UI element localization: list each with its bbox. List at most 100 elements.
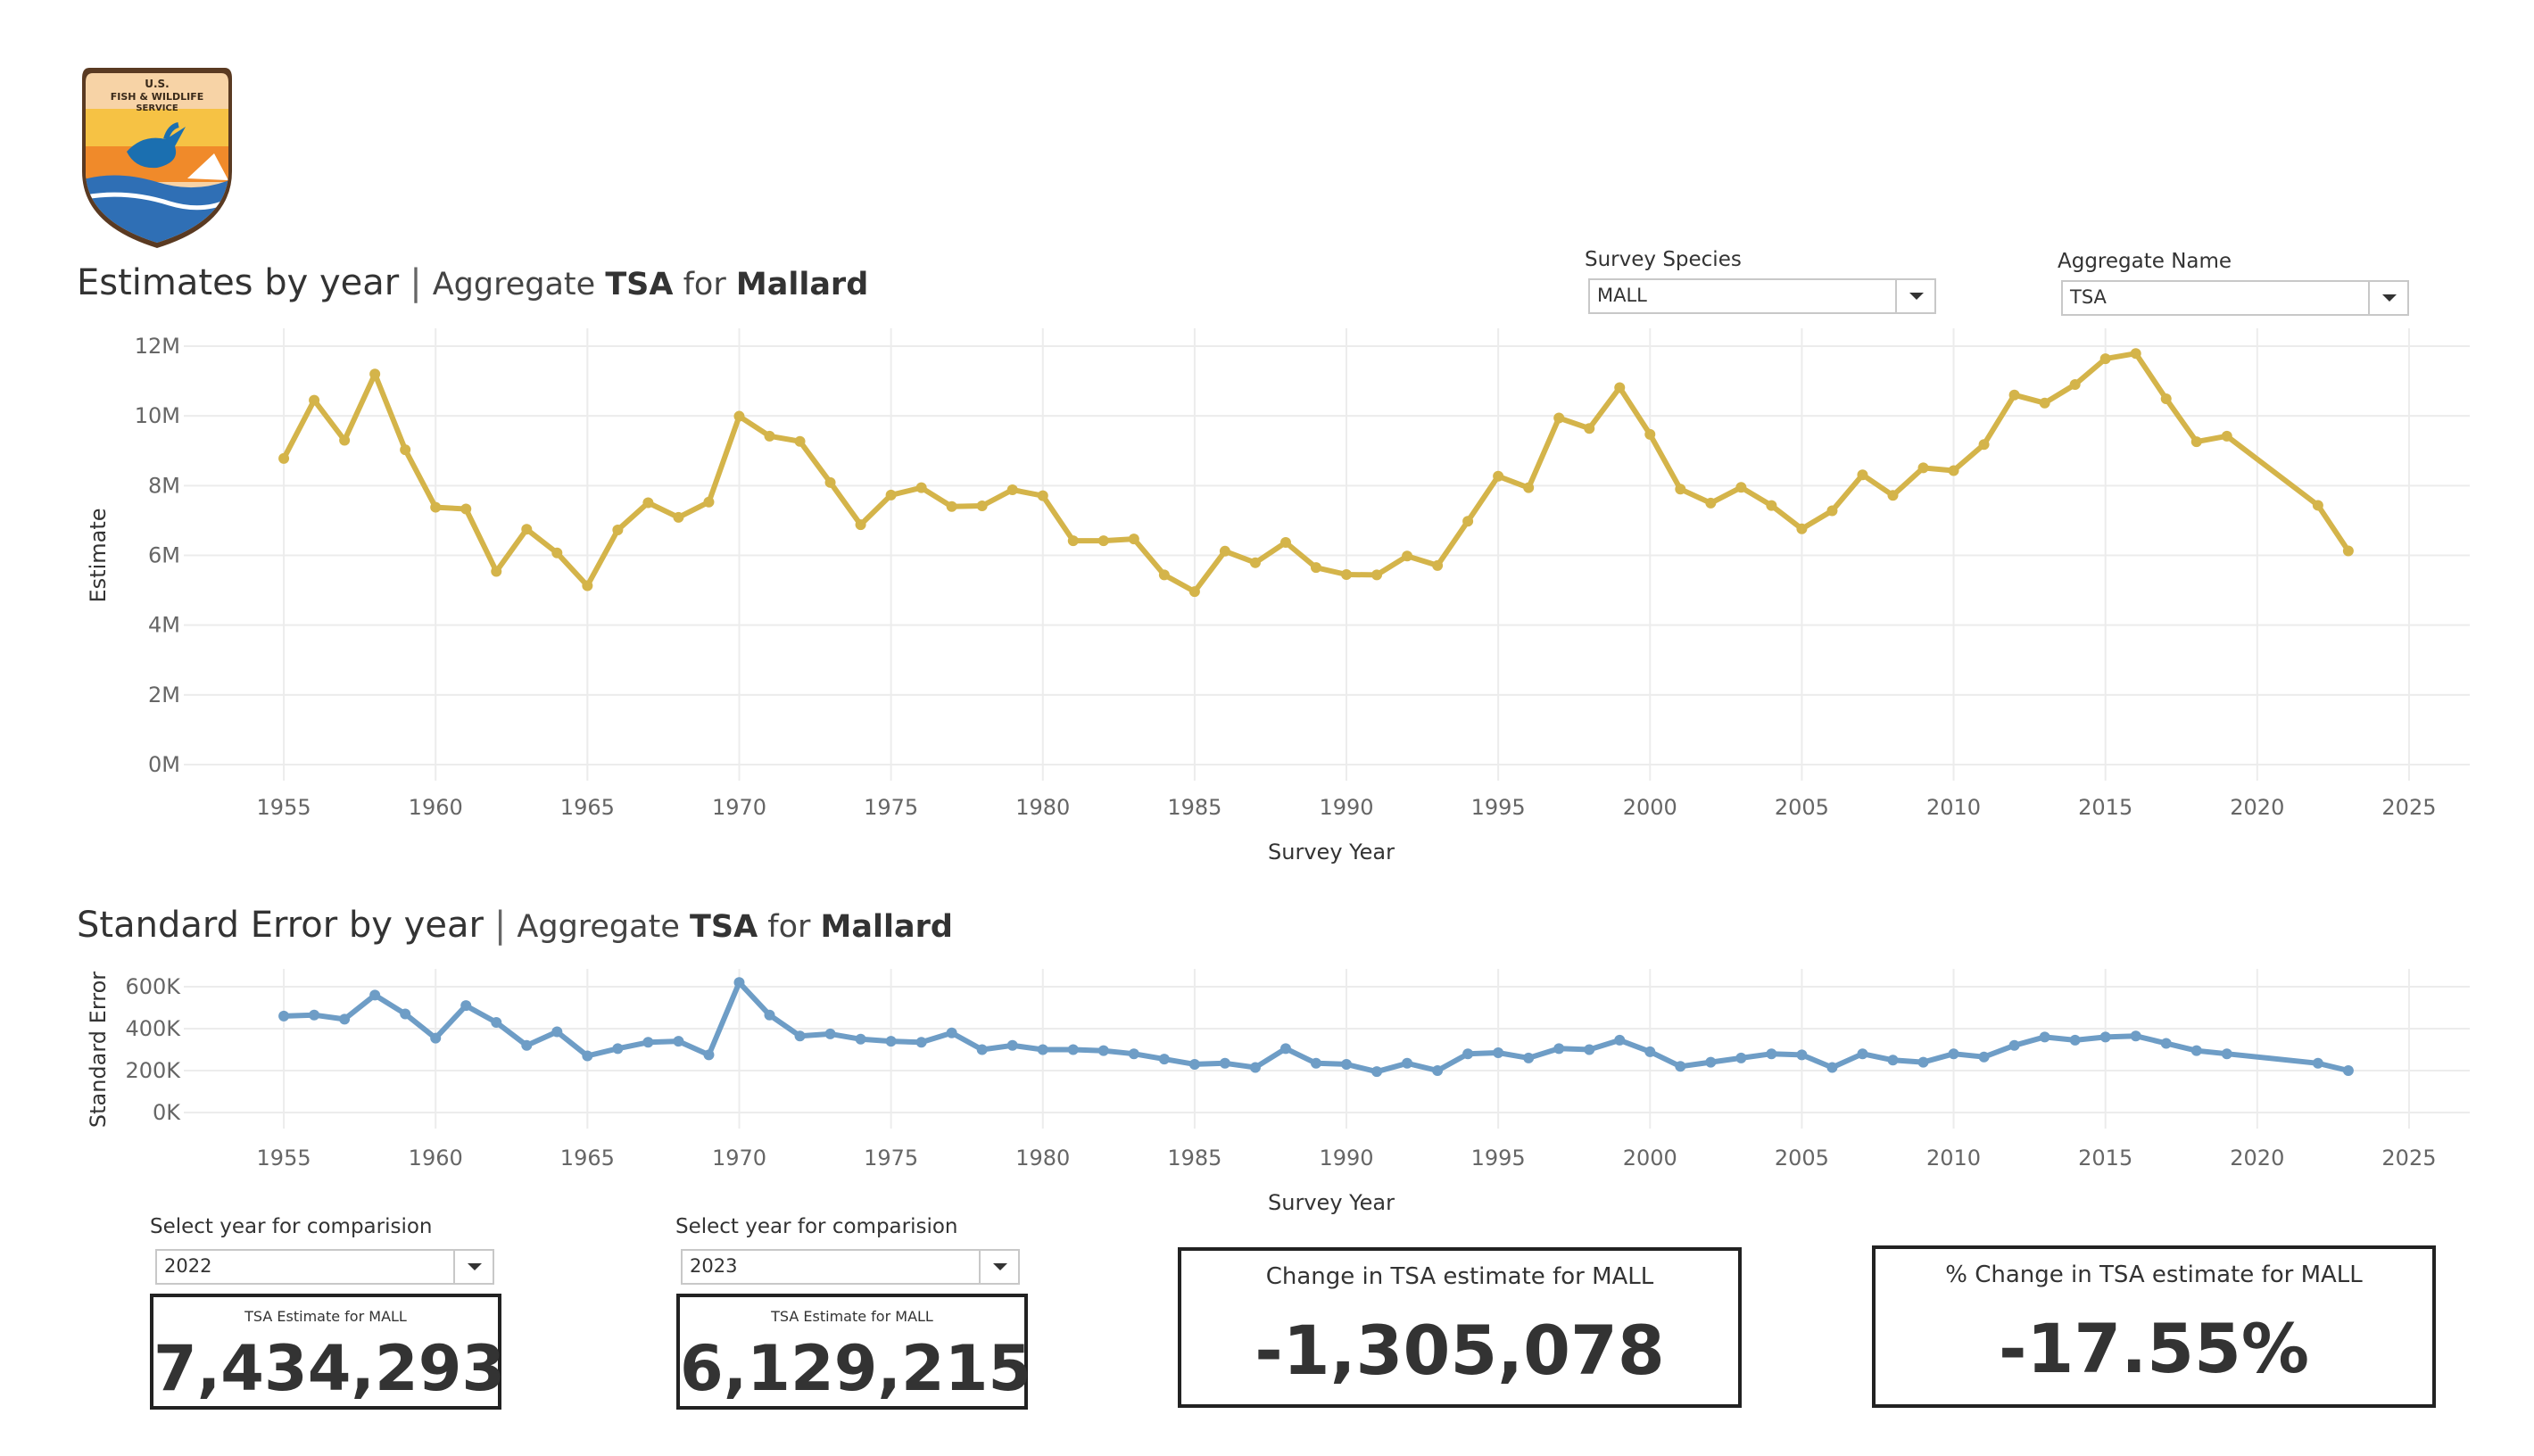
estimates-data-point[interactable]: [1796, 523, 1808, 534]
se-data-point[interactable]: [915, 1037, 927, 1048]
estimates-data-point[interactable]: [1887, 490, 1899, 501]
estimates-data-point[interactable]: [1188, 586, 1200, 598]
estimates-data-point[interactable]: [1310, 562, 1321, 574]
estimates-data-point[interactable]: [1097, 535, 1109, 547]
se-data-point[interactable]: [2342, 1065, 2354, 1076]
estimates-data-point[interactable]: [1675, 484, 1686, 495]
estimates-data-point[interactable]: [946, 500, 957, 512]
se-data-point[interactable]: [976, 1044, 988, 1055]
se-data-point[interactable]: [1462, 1048, 1474, 1060]
se-data-point[interactable]: [1584, 1044, 1595, 1055]
estimates-data-point[interactable]: [2312, 500, 2323, 511]
se-data-point[interactable]: [2039, 1031, 2050, 1043]
estimates-data-point[interactable]: [2008, 389, 2020, 401]
se-data-point[interactable]: [1188, 1058, 1200, 1070]
estimates-data-point[interactable]: [1371, 569, 1383, 581]
estimates-data-point[interactable]: [2342, 545, 2354, 557]
se-data-point[interactable]: [2008, 1039, 2020, 1051]
estimates-data-point[interactable]: [1523, 482, 1535, 493]
se-data-point[interactable]: [1887, 1055, 1899, 1066]
se-data-point[interactable]: [794, 1030, 806, 1042]
estimates-data-point[interactable]: [1978, 439, 1990, 451]
se-data-point[interactable]: [1097, 1045, 1109, 1056]
estimates-data-point[interactable]: [1614, 382, 1626, 393]
se-data-point[interactable]: [2221, 1048, 2232, 1060]
estimates-data-point[interactable]: [764, 430, 775, 442]
se-data-point[interactable]: [1523, 1052, 1535, 1063]
estimates-data-point[interactable]: [1006, 484, 1018, 496]
se-data-point[interactable]: [733, 977, 745, 989]
right-year-dropdown[interactable]: 2023: [681, 1249, 1020, 1285]
se-data-point[interactable]: [1917, 1056, 1929, 1068]
estimates-data-point[interactable]: [1402, 550, 1413, 562]
estimates-data-point[interactable]: [2190, 436, 2202, 448]
se-data-point[interactable]: [1826, 1062, 1838, 1073]
se-data-point[interactable]: [612, 1043, 624, 1055]
se-data-point[interactable]: [582, 1050, 593, 1062]
se-data-point[interactable]: [551, 1026, 563, 1038]
se-data-point[interactable]: [1371, 1066, 1383, 1078]
estimates-data-point[interactable]: [278, 452, 290, 464]
estimates-data-point[interactable]: [339, 434, 351, 446]
estimates-data-point[interactable]: [612, 524, 624, 535]
se-data-point[interactable]: [278, 1010, 290, 1022]
estimates-data-point[interactable]: [460, 503, 472, 515]
se-data-point[interactable]: [1037, 1044, 1048, 1055]
estimates-data-point[interactable]: [855, 519, 866, 531]
se-data-point[interactable]: [885, 1036, 897, 1047]
se-data-point[interactable]: [855, 1033, 866, 1045]
se-data-point[interactable]: [703, 1049, 715, 1061]
estimates-data-point[interactable]: [369, 368, 381, 380]
se-data-point[interactable]: [1857, 1048, 1868, 1060]
estimates-data-point[interactable]: [1279, 537, 1291, 549]
se-data-point[interactable]: [1249, 1062, 1261, 1073]
se-data-point[interactable]: [1644, 1046, 1656, 1057]
estimates-data-point[interactable]: [1857, 469, 1868, 481]
estimates-data-point[interactable]: [430, 501, 442, 513]
se-data-point[interactable]: [460, 1000, 472, 1012]
estimates-data-point[interactable]: [794, 435, 806, 447]
estimates-data-point[interactable]: [521, 524, 533, 535]
se-data-point[interactable]: [430, 1032, 442, 1044]
se-data-point[interactable]: [309, 1009, 320, 1021]
estimates-data-point[interactable]: [582, 580, 593, 592]
estimates-data-point[interactable]: [2221, 430, 2232, 442]
se-data-point[interactable]: [1341, 1058, 1353, 1070]
estimates-data-point[interactable]: [1553, 412, 1565, 424]
chevron-down-icon[interactable]: [1895, 280, 1934, 312]
estimates-data-point[interactable]: [1493, 470, 1504, 482]
se-data-point[interactable]: [642, 1037, 654, 1048]
se-data-point[interactable]: [1279, 1043, 1291, 1055]
estimates-data-point[interactable]: [1037, 490, 1048, 501]
se-data-point[interactable]: [2099, 1031, 2111, 1043]
estimates-data-point[interactable]: [551, 547, 563, 558]
se-data-point[interactable]: [491, 1016, 502, 1028]
se-data-point[interactable]: [2130, 1030, 2141, 1042]
estimates-data-point[interactable]: [1584, 423, 1595, 434]
se-data-point[interactable]: [1553, 1043, 1565, 1055]
se-data-point[interactable]: [1675, 1061, 1686, 1072]
se-data-point[interactable]: [824, 1028, 836, 1039]
se-data-point[interactable]: [1219, 1057, 1230, 1069]
estimates-data-point[interactable]: [915, 482, 927, 493]
estimates-data-point[interactable]: [885, 489, 897, 500]
se-data-point[interactable]: [2160, 1038, 2172, 1049]
estimates-data-point[interactable]: [642, 497, 654, 509]
estimates-data-point[interactable]: [1735, 482, 1747, 493]
se-data-point[interactable]: [1493, 1047, 1504, 1059]
estimates-data-point[interactable]: [1462, 516, 1474, 527]
estimates-data-point[interactable]: [1948, 465, 1959, 476]
estimates-data-point[interactable]: [1705, 497, 1717, 509]
estimates-data-point[interactable]: [2160, 393, 2172, 405]
estimates-data-point[interactable]: [1644, 428, 1656, 440]
se-data-point[interactable]: [946, 1027, 957, 1038]
estimates-data-point[interactable]: [2069, 378, 2081, 390]
se-data-point[interactable]: [2069, 1034, 2081, 1046]
estimates-data-point[interactable]: [1128, 534, 1139, 545]
se-data-point[interactable]: [1006, 1039, 1018, 1051]
estimates-data-point[interactable]: [824, 476, 836, 488]
estimates-data-point[interactable]: [1067, 535, 1079, 547]
estimates-data-point[interactable]: [1766, 500, 1777, 511]
se-data-point[interactable]: [1978, 1051, 1990, 1063]
estimates-data-point[interactable]: [400, 444, 411, 456]
